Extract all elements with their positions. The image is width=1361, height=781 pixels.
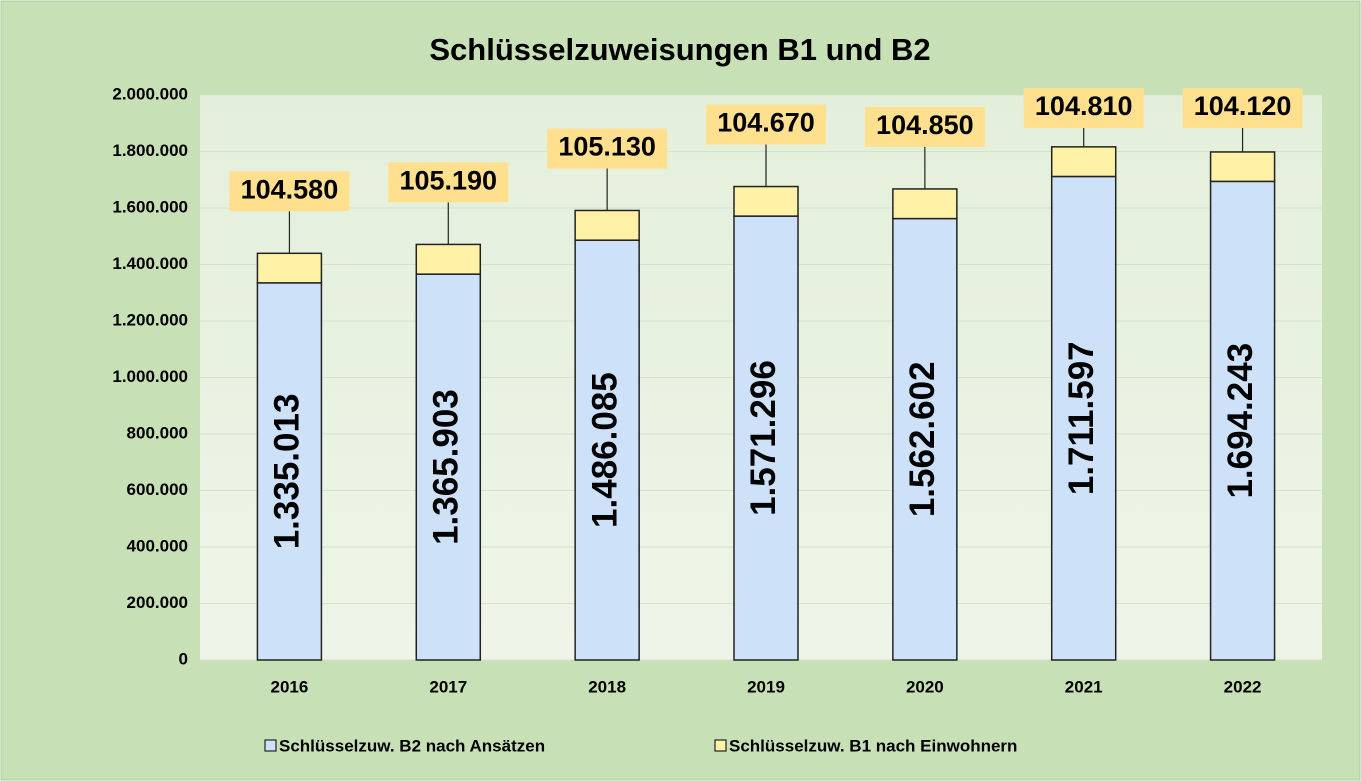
- x-tick-label: 2016: [271, 677, 309, 696]
- label-box: [1023, 88, 1144, 128]
- label-box: [388, 162, 509, 203]
- label-box: [547, 128, 668, 169]
- bar-segment: [256, 252, 323, 284]
- y-tick-label: 400.000: [127, 536, 188, 555]
- bar-segment: [256, 282, 323, 661]
- label-box: [864, 106, 985, 147]
- bar-segment: [1209, 180, 1276, 661]
- y-tick-label: 2.000.000: [112, 84, 188, 103]
- bar-value-label: 104.120: [1194, 91, 1292, 121]
- bar-value-label: 104.580: [241, 174, 339, 204]
- bar-value-label: 104.810: [1035, 91, 1133, 121]
- bar-segment: [1050, 175, 1117, 661]
- label-box: [229, 171, 350, 212]
- chart-title: Schlüsselzuweisungen B1 und B2: [429, 32, 930, 67]
- bar-value-label: 104.850: [876, 110, 974, 140]
- bar-value-label: 1.711.597: [1062, 341, 1101, 495]
- y-tick-label: 200.000: [127, 593, 188, 612]
- bar-value-label: 1.365.903: [427, 389, 466, 545]
- legend-label: Schlüsselzuw. B1 nach Einwohnern: [729, 736, 1017, 755]
- y-tick-label: 1.600.000: [112, 197, 188, 216]
- bar-segment: [1209, 151, 1276, 183]
- bar-value-label: 1.571.296: [744, 360, 783, 516]
- y-tick-label: 0: [179, 649, 188, 668]
- bar-segment: [1050, 146, 1117, 178]
- bar-segment: [415, 243, 482, 275]
- bar-value-label: 1.486.085: [585, 372, 624, 528]
- y-tick-label: 1.400.000: [112, 254, 188, 273]
- y-tick-label: 800.000: [127, 423, 188, 442]
- legend-swatch: [714, 739, 727, 752]
- bar-value-label: 104.670: [717, 108, 815, 138]
- legend-label: Schlüsselzuw. B2 nach Ansätzen: [279, 736, 545, 755]
- bar-segment: [574, 209, 640, 241]
- y-tick-label: 1.000.000: [112, 367, 188, 386]
- label-box: [1182, 88, 1303, 128]
- y-tick-label: 1.800.000: [112, 141, 188, 160]
- x-tick-label: 2018: [588, 677, 626, 696]
- bar-value-label: 1.562.602: [903, 361, 942, 517]
- bar-value-label: 1.335.013: [268, 394, 307, 550]
- bar-value-label: 105.190: [399, 166, 497, 196]
- bar-segment: [892, 217, 958, 661]
- legend-swatch: [264, 739, 277, 752]
- x-tick-label: 2021: [1065, 677, 1103, 696]
- y-tick-label: 1.200.000: [112, 310, 188, 329]
- x-tick-label: 2019: [747, 677, 785, 696]
- bar-segment: [733, 185, 799, 217]
- x-tick-label: 2020: [906, 677, 944, 696]
- label-box: [706, 104, 826, 145]
- bar-segment: [892, 188, 958, 220]
- x-tick-label: 2022: [1224, 677, 1262, 696]
- x-tick-label: 2017: [429, 677, 467, 696]
- bar-segment: [733, 215, 799, 661]
- y-tick-label: 600.000: [127, 480, 188, 499]
- bar-value-label: 1.694.243: [1221, 343, 1260, 499]
- bar-value-label: 105.130: [558, 132, 656, 162]
